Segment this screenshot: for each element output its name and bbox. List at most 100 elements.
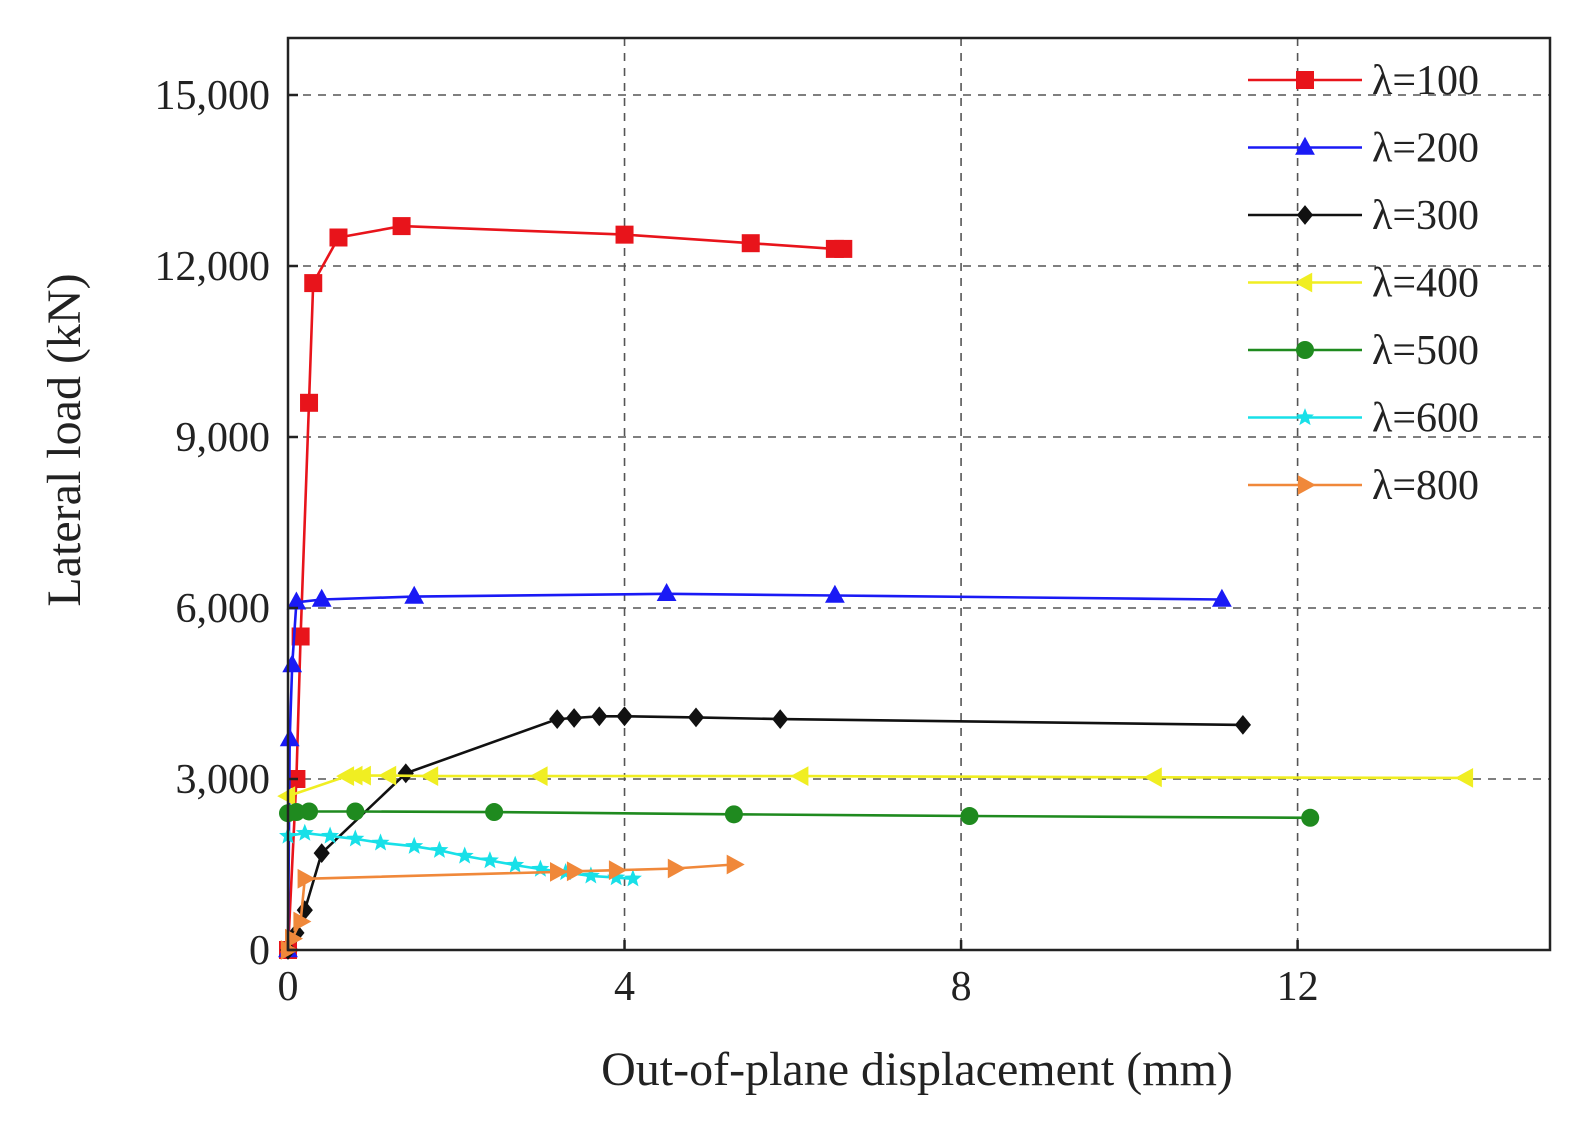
plot-frame xyxy=(286,36,1552,952)
legend-label: λ=800 xyxy=(1372,463,1479,509)
legend-marker xyxy=(1297,475,1316,495)
data-point xyxy=(392,217,411,236)
x-tick-label: 0 xyxy=(278,964,299,1010)
legend-entry: λ=100 xyxy=(1248,58,1479,104)
data-point xyxy=(687,707,705,728)
series-5 xyxy=(279,802,1320,827)
x-tick-label: 4 xyxy=(614,964,635,1010)
data-point xyxy=(287,803,306,822)
data-point xyxy=(455,846,474,864)
data-point xyxy=(607,868,626,886)
data-point xyxy=(404,585,425,604)
y-tick-label: 0 xyxy=(249,928,270,974)
y-tick-label: 12,000 xyxy=(155,244,271,290)
data-point xyxy=(591,706,608,727)
data-point xyxy=(741,234,760,253)
data-point xyxy=(960,807,979,826)
data-point xyxy=(772,709,789,729)
data-point xyxy=(566,708,583,728)
data-point xyxy=(531,859,550,877)
legend-label: λ=400 xyxy=(1372,261,1479,307)
data-point xyxy=(297,868,316,889)
x-axis-title: Out-of-plane displacement (mm) xyxy=(601,1043,1233,1096)
data-point xyxy=(1234,715,1251,735)
data-point xyxy=(549,709,566,729)
data-point xyxy=(506,855,525,873)
y-tick-label: 15,000 xyxy=(155,73,271,119)
x-tick-label: 8 xyxy=(951,964,972,1010)
data-point xyxy=(371,833,390,851)
legend-marker xyxy=(1294,272,1313,293)
legend-label: λ=100 xyxy=(1372,58,1479,104)
legend-marker xyxy=(1295,136,1315,155)
data-point xyxy=(834,239,853,258)
legend: λ=100 λ=200 λ=300 λ=400 λ=500 λ=600 λ=800 xyxy=(1248,58,1479,509)
data-point xyxy=(1455,768,1474,788)
legend-entry: λ=200 xyxy=(1248,126,1479,172)
y-tick-label: 6,000 xyxy=(176,586,271,632)
data-point xyxy=(485,803,504,822)
data-point xyxy=(726,854,745,875)
data-point xyxy=(529,766,548,786)
legend-marker xyxy=(1296,341,1314,359)
data-point xyxy=(329,228,348,247)
data-point xyxy=(304,274,323,293)
data-point xyxy=(1301,808,1320,827)
series-1 xyxy=(279,217,853,959)
legend-entry: λ=600 xyxy=(1248,396,1479,442)
data-point xyxy=(291,627,310,646)
data-point xyxy=(566,861,585,882)
series-line xyxy=(287,810,1311,820)
y-axis-title: Lateral load (kN) xyxy=(38,273,91,606)
legend-marker xyxy=(1296,205,1314,225)
legend-label: λ=600 xyxy=(1372,396,1479,442)
data-point xyxy=(313,843,330,863)
legend-label: λ=300 xyxy=(1372,193,1479,239)
data-point xyxy=(336,766,355,786)
data-point xyxy=(286,591,307,610)
series-2 xyxy=(278,583,1232,958)
series-line xyxy=(286,714,1243,951)
data-point xyxy=(295,823,314,841)
legend-entry: λ=300 xyxy=(1248,193,1479,239)
data-point xyxy=(279,728,300,747)
axes: 0 4 8 12 0 3,000 6,000 9,000 12,000 15,000 xyxy=(155,73,1319,1010)
data-point xyxy=(1143,767,1162,788)
data-point xyxy=(430,840,449,858)
legend-marker xyxy=(1296,71,1314,89)
data-point xyxy=(608,860,627,881)
data-point xyxy=(300,802,319,821)
data-point xyxy=(397,763,414,784)
y-tick-label: 9,000 xyxy=(176,415,271,461)
legend-entry: λ=800 xyxy=(1248,463,1479,509)
data-point xyxy=(616,706,633,727)
data-point xyxy=(656,583,677,601)
grid-lines xyxy=(288,38,1550,950)
data-point xyxy=(405,836,424,854)
data-point xyxy=(615,225,634,244)
legend-entry: λ=400 xyxy=(1248,261,1479,307)
data-point xyxy=(311,588,332,607)
data-point xyxy=(378,765,397,786)
data-point xyxy=(550,862,568,882)
series-4 xyxy=(277,765,1474,806)
data-point xyxy=(420,766,439,786)
series-layer xyxy=(277,217,1474,960)
data-point xyxy=(321,826,340,844)
legend-label: λ=200 xyxy=(1372,126,1479,172)
series-3 xyxy=(279,706,1251,960)
data-point xyxy=(293,911,312,932)
data-point xyxy=(1212,588,1232,607)
data-point xyxy=(277,786,296,806)
data-point xyxy=(300,393,319,412)
legend-label: λ=500 xyxy=(1372,328,1479,374)
data-point xyxy=(346,829,365,847)
legend-marker xyxy=(1296,408,1314,426)
legend-entry: λ=500 xyxy=(1248,328,1479,374)
data-point xyxy=(480,851,499,869)
data-point xyxy=(624,869,642,887)
data-point xyxy=(825,584,845,603)
data-point xyxy=(724,805,743,824)
series-line xyxy=(286,863,734,951)
